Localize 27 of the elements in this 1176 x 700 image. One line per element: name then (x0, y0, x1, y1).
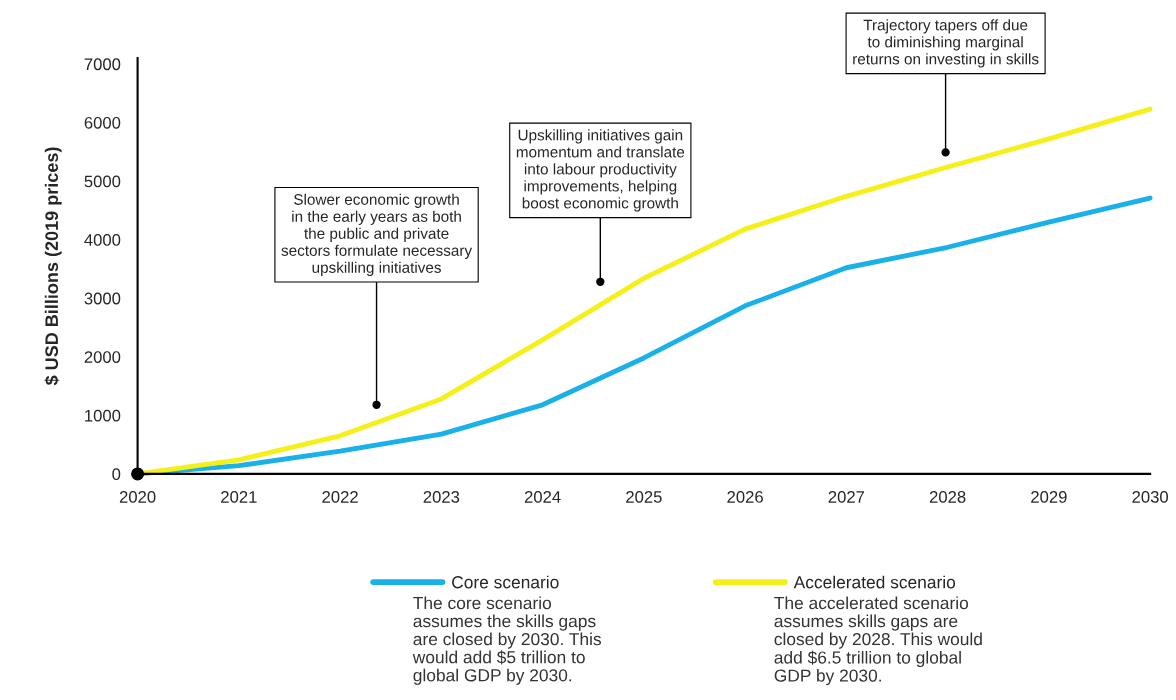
y-tick-label: 0 (112, 468, 121, 481)
annotation: Slower economic growth in the early years as both the public and private sectors formulate necessary upskilling initiatives (281, 193, 473, 276)
y-tick-label: 3000 (84, 292, 121, 305)
x-tick-label: 2029 (1031, 491, 1067, 503)
x-tick-label: 2030 (1132, 491, 1169, 503)
x-tick-label: 2025 (626, 491, 662, 503)
x-tick-label: 2026 (727, 491, 763, 503)
x-tick-label: 2020 (119, 491, 156, 503)
y-tick-label: 5000 (84, 175, 121, 188)
y-tick-label: 6000 (84, 116, 121, 129)
legend-label: Accelerated scenario (793, 575, 956, 589)
text: The core scenario assumes the skills gaps are closed by 2030. This would add $5 trillion to global GDP by 2030. (412, 596, 601, 685)
annotation: Upskilling initiatives gain momentum and translate into labour productivity improvements, helping boost economic growth (516, 129, 685, 212)
y-tick-label: 4000 (84, 234, 121, 246)
y-tick-label: 2000 (84, 351, 121, 363)
x-tick-label: 2022 (322, 491, 358, 503)
x-tick-label: 2023 (423, 491, 460, 503)
x-tick-label: 2021 (221, 491, 257, 503)
y-tick-label: 7000 (84, 58, 121, 71)
x-tick-label: 2028 (929, 491, 966, 503)
annotation: Trajectory tapers off due to diminishing marginal returns on investing in skills (853, 19, 1039, 68)
x-tick-label: 2027 (828, 491, 865, 503)
y-axis-title: $ USD Billions (2019 prices) (44, 147, 62, 386)
x-tick-label: 2024 (524, 491, 561, 503)
legend-label: Core scenario (452, 575, 559, 589)
text: The accelerated scenario assumes skills gaps are closed by 2028. This would add $6.5 trillion to global GDP by 2030. (774, 596, 982, 686)
y-tick-label: 1000 (85, 409, 121, 422)
